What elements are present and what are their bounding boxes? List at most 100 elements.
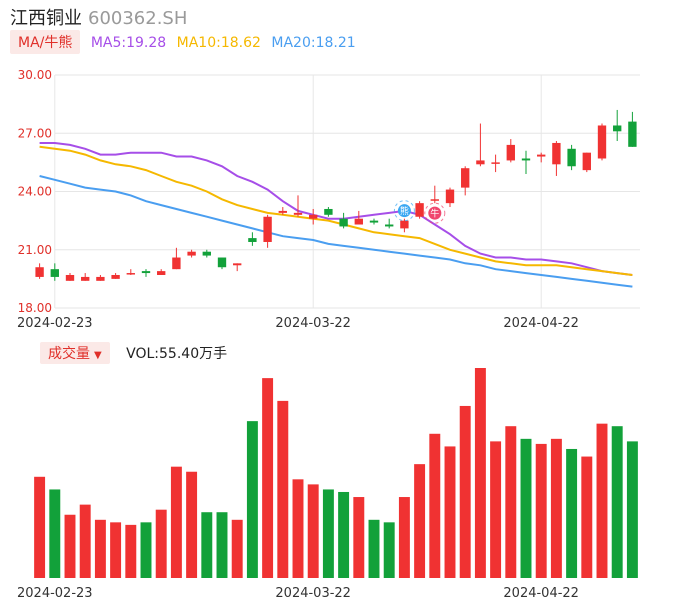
volume-bar	[186, 471, 198, 578]
candle-body	[476, 160, 485, 165]
candle-body	[157, 271, 166, 275]
date-tick-label: 2024-03-22	[275, 586, 351, 601]
stock-title: 江西铜业 600362.SH	[10, 4, 187, 30]
candle-body	[172, 257, 181, 270]
candle-body	[385, 224, 394, 227]
volume-bar	[216, 512, 228, 578]
ma20-label: MA20:18.21	[271, 35, 356, 51]
volume-bar	[201, 512, 213, 578]
ma10-label: MA10:18.62	[176, 35, 261, 51]
price-tick-label: 27.00	[18, 126, 52, 140]
date-tick-label: 2024-04-22	[503, 586, 579, 601]
volume-bar	[459, 405, 471, 578]
volume-bar	[262, 378, 274, 578]
volume-bars	[34, 368, 638, 578]
volume-bar	[368, 519, 380, 578]
candle-body	[126, 273, 135, 275]
candle-body	[309, 214, 318, 219]
candle-body	[567, 148, 576, 167]
candle-body	[445, 189, 455, 204]
candle-body	[111, 274, 120, 279]
candle-body	[491, 162, 500, 164]
candle-body	[263, 216, 272, 242]
volume-bar	[246, 421, 258, 578]
candle-body	[415, 203, 424, 217]
volume-bar	[231, 519, 243, 578]
volume-bar	[581, 456, 593, 578]
marker-label: 熊	[400, 205, 409, 217]
volume-bar	[64, 514, 76, 578]
volume-bar	[307, 484, 319, 578]
candle-body	[430, 199, 439, 201]
candle-body	[81, 276, 90, 281]
volume-bar	[383, 522, 395, 578]
candle-body	[552, 142, 561, 165]
volume-bar	[170, 466, 182, 578]
candle-body	[141, 271, 151, 274]
candle-body	[233, 263, 242, 266]
date-tick-label: 2024-02-23	[17, 586, 93, 601]
candle-body	[50, 269, 59, 277]
volume-bar	[110, 522, 122, 578]
volume-bar	[49, 489, 61, 578]
volume-tag-label: 成交量	[48, 346, 90, 362]
date-tick-label: 2024-04-22	[503, 316, 579, 331]
volume-bar	[398, 497, 410, 578]
volume-bar	[626, 441, 638, 578]
volume-value: VOL:55.40万手	[126, 346, 228, 362]
volume-bar	[596, 423, 608, 578]
volume-bar	[79, 504, 91, 578]
candle-body	[369, 220, 379, 223]
signal-markers: 熊牛	[393, 200, 446, 224]
price-tick-label: 21.00	[18, 243, 52, 257]
volume-bar	[550, 438, 562, 578]
ma20-line	[39, 175, 633, 288]
volume-legend: 成交量 ▼ VOL:55.40万手	[40, 342, 228, 364]
candle-body	[293, 212, 303, 215]
candle-body	[217, 257, 227, 268]
candle-body	[354, 218, 363, 225]
candle-body	[187, 251, 196, 256]
kline-grid	[54, 74, 640, 309]
candles	[35, 109, 637, 281]
candle-body	[506, 144, 515, 161]
volume-bar	[474, 368, 486, 578]
marker-ring	[424, 202, 446, 224]
candle-body	[582, 152, 591, 171]
marker-ring	[393, 200, 415, 222]
volume-indicator-selector[interactable]: 成交量 ▼	[40, 342, 110, 364]
candle-body	[248, 238, 257, 242]
volume-bar	[277, 400, 289, 578]
volume-bar	[292, 479, 304, 578]
volume-bar	[140, 522, 152, 578]
volume-bar	[322, 489, 334, 578]
volume-bar	[490, 441, 502, 578]
volume-bar	[566, 448, 578, 578]
volume-bar	[125, 524, 137, 578]
stock-code: 600362.SH	[88, 8, 188, 29]
date-tick-label: 2024-02-23	[17, 316, 93, 331]
ma-indicator-selector[interactable]: MA/牛熊	[10, 30, 81, 54]
price-tick-label: 24.00	[18, 185, 52, 199]
volume-bar	[520, 438, 532, 578]
candle-body	[96, 276, 105, 281]
candle-body	[35, 267, 44, 277]
candle-body	[339, 218, 348, 227]
volume-bar	[338, 491, 350, 578]
candle-body	[400, 220, 409, 229]
volume-date-axis: 2024-02-23 2024-03-22 2024-04-22	[17, 586, 579, 601]
volume-bar	[353, 497, 365, 578]
ma5-label: MA5:19.28	[90, 35, 167, 51]
candle-body	[461, 168, 470, 188]
stock-name: 江西铜业	[10, 8, 82, 29]
candle-body	[537, 154, 546, 157]
candle-body	[597, 125, 607, 159]
bull-icon	[428, 206, 442, 220]
volume-bar	[535, 443, 547, 578]
volume-bar	[34, 476, 46, 578]
bear-icon	[397, 204, 411, 218]
volume-bar	[414, 464, 426, 578]
ma-legend: MA/牛熊 MA5:19.28 MA10:18.62 MA20:18.21	[10, 30, 356, 54]
volume-bar	[155, 509, 167, 578]
volume-bar	[94, 519, 106, 578]
